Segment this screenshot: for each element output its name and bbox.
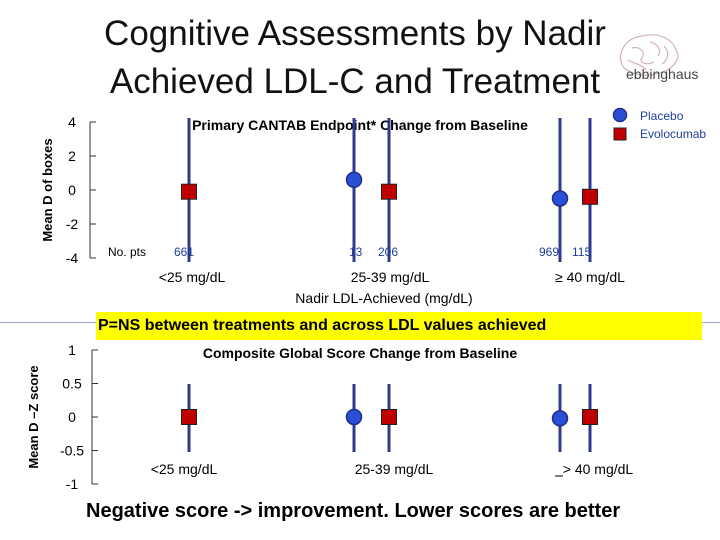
logo-text: ebbinghaus — [626, 66, 699, 82]
no-pts-value: 969 — [539, 245, 559, 259]
placebo-point — [551, 190, 569, 207]
panel-2-ytick-label: -0.5 — [60, 443, 84, 459]
brain-logo-icon — [620, 34, 679, 76]
panel-2-ytick-label: 0.5 — [62, 376, 82, 392]
panel-2-ytick-label: 1 — [68, 342, 76, 358]
panel-2-ytick-label: 0 — [68, 409, 76, 425]
footer-note: Negative score -> improvement. Lower sco… — [86, 500, 621, 522]
legend-placebo-label: Placebo — [640, 109, 684, 123]
panel-1-title: Primary CANTAB Endpoint* Change from Bas… — [192, 117, 528, 133]
no-pts-value: 115 — [572, 245, 591, 259]
no-pts-label: No. pts — [108, 245, 146, 259]
evolocumab-point — [381, 183, 397, 200]
significance-banner: P=NS between treatments and across LDL v… — [96, 312, 702, 340]
evolocumab-point — [582, 188, 598, 205]
evolocumab-point — [582, 409, 598, 425]
panel-2-category-label: <25 mg/dL — [151, 461, 218, 477]
legend-evolocumab-marker — [613, 127, 627, 141]
placebo-point — [345, 408, 363, 426]
evolocumab-point — [181, 409, 197, 425]
placebo-point — [345, 171, 363, 189]
panel-1-ytick-label: -2 — [66, 216, 79, 232]
panel-1-category-label: ≥ 40 mg/dL — [555, 269, 625, 285]
panel-2-ytick-label: -1 — [66, 476, 79, 492]
panel-1-x-label: Nadir LDL-Achieved (mg/dL) — [295, 290, 472, 306]
evolocumab-point — [181, 183, 197, 200]
legend-evolocumab-label: Evolocumab — [640, 127, 706, 141]
panel-1-y-label: Mean D of boxes — [40, 138, 55, 241]
panel-2-category-label: 25-39 mg/dL — [355, 461, 434, 477]
legend-placebo-marker — [612, 107, 628, 123]
title-line-1: Cognitive Assessments by Nadir — [104, 14, 606, 53]
panel-2-category-label: > 40 mg/dL — [563, 461, 634, 477]
panel-1-category-label: <25 mg/dL — [159, 269, 226, 285]
evolocumab-point — [381, 409, 397, 425]
panel-2-y-label: Mean D –Z score — [26, 365, 41, 468]
title-line-2: Achieved LDL-C and Treatment — [109, 62, 601, 101]
panel-2-title: Composite Global Score Change from Basel… — [203, 345, 518, 361]
panel-1-category-label: 25-39 mg/dL — [351, 269, 430, 285]
panel-1-ytick-label: 4 — [68, 114, 76, 130]
slide-title: Cognitive Assessments by Nadir Achieved … — [95, 10, 615, 106]
no-pts-value: 661 — [174, 245, 194, 259]
no-pts-value: 13 — [349, 245, 363, 259]
panel-1-ytick-label: -4 — [66, 250, 79, 266]
panel-1-ytick-label: 0 — [68, 182, 76, 198]
no-pts-value: 206 — [378, 245, 398, 259]
placebo-point — [551, 410, 569, 427]
panel-1-ytick-label: 2 — [68, 148, 76, 164]
